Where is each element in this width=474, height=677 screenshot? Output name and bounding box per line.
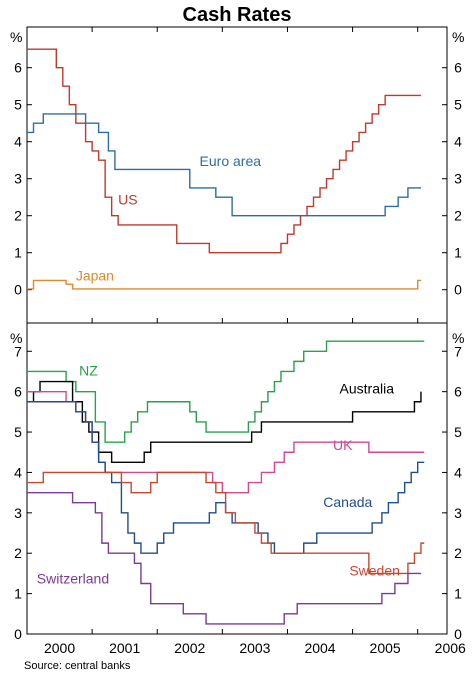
series-label-australia: Australia	[340, 381, 395, 397]
bottom-ytick-label-left: 7	[14, 343, 22, 359]
bottom-ytick-label-left: 2	[14, 545, 22, 561]
top-ytick-label-right: 5	[454, 97, 462, 113]
series-line-us	[27, 48, 421, 254]
xtick-label-2003: 2003	[239, 640, 270, 656]
xtick-label-2006: 2006	[435, 640, 466, 656]
series-label-sweden: Sweden	[349, 562, 400, 578]
bottom-ytick-label-right: 0	[454, 626, 462, 642]
top-unit-left: %	[10, 29, 22, 45]
top-ytick-label-left: 0	[14, 282, 22, 298]
xtick-label-2001: 2001	[109, 640, 140, 656]
chart-title: Cash Rates	[183, 4, 292, 26]
series-line-sweden	[27, 471, 425, 575]
xtick-label-2002: 2002	[174, 640, 205, 656]
series-line-nz	[27, 340, 425, 443]
bottom-ytick-label-left: 3	[14, 505, 22, 521]
top-ytick-label-right: 4	[454, 134, 462, 150]
bottom-unit-right: %	[452, 330, 464, 346]
bottom-panel: 0 0 1 1 2 2 3 3 4 4 5 5 6 6 7 7 NZ Australia UK Canada Swede…	[14, 340, 466, 656]
bottom-ytick-label-left: 5	[14, 424, 22, 440]
top-panel: 0 0 1 1 2 2 3 3 4 4 5 5 6 6 US Euro area Japan	[14, 27, 462, 323]
series-line-switzerland	[27, 491, 421, 625]
top-unit-right: %	[452, 29, 464, 45]
series-label-canada: Canada	[323, 494, 372, 510]
bottom-ytick-label-right: 6	[454, 384, 462, 400]
bottom-ytick-label-left: 4	[14, 464, 22, 480]
bottom-ytick-label-right: 7	[454, 343, 462, 359]
series-line-japan	[27, 279, 421, 290]
top-ytick-label-left: 3	[14, 171, 22, 187]
source-note: Source: central banks	[24, 660, 131, 672]
bottom-ytick-label-right: 2	[454, 545, 462, 561]
bottom-ytick-label-right: 1	[454, 586, 462, 602]
series-label-us: US	[118, 192, 137, 208]
top-ytick-label-left: 1	[14, 245, 22, 261]
series-label-euro-area: Euro area	[200, 153, 262, 169]
bottom-panel-frame	[26, 322, 448, 635]
top-ytick-label-left: 5	[14, 97, 22, 113]
top-ytick-label-left: 2	[14, 208, 22, 224]
series-label-nz: NZ	[79, 363, 98, 379]
top-ytick-label-left: 6	[14, 60, 22, 76]
series-label-japan: Japan	[76, 267, 114, 283]
top-ytick-label-right: 2	[454, 208, 462, 224]
top-ytick-label-right: 1	[454, 245, 462, 261]
top-ytick-label-right: 6	[454, 60, 462, 76]
top-ytick-label-left: 4	[14, 134, 22, 150]
top-ytick-label-right: 3	[454, 171, 462, 187]
series-label-uk: UK	[333, 437, 353, 453]
series-label-switzerland: Switzerland	[37, 571, 109, 587]
xtick-label-2005: 2005	[370, 640, 401, 656]
bottom-unit-left: %	[10, 330, 22, 346]
series-line-canada	[27, 401, 425, 554]
bottom-ytick-label-left: 1	[14, 586, 22, 602]
xtick-label-2000: 2000	[44, 640, 75, 656]
top-ytick-label-right: 0	[454, 282, 462, 298]
series-line-euro-area	[27, 113, 421, 217]
bottom-ytick-label-right: 4	[454, 464, 462, 480]
bottom-ytick-label-left: 6	[14, 384, 22, 400]
bottom-ytick-label-left: 0	[14, 626, 22, 642]
xtick-label-2004: 2004	[304, 640, 335, 656]
bottom-ytick-label-right: 5	[454, 424, 462, 440]
series-line-australia	[27, 380, 422, 464]
bottom-ytick-label-right: 3	[454, 505, 462, 521]
